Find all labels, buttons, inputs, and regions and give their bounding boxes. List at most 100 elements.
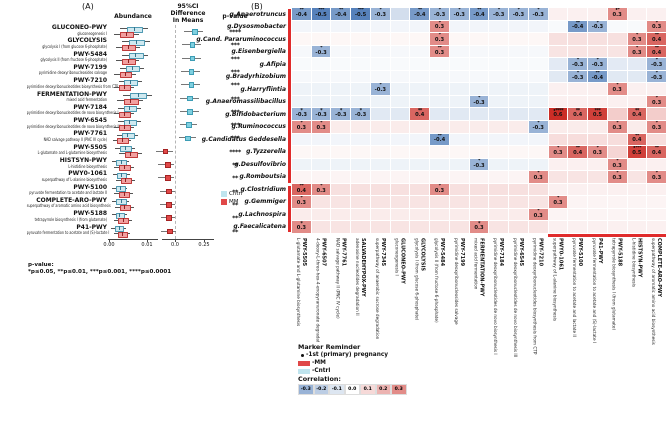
heatmap-cell	[311, 33, 331, 45]
column-pathway-desc: mixed acid fermentation	[473, 238, 479, 290]
heatmap-cell: * -0.3	[568, 70, 588, 83]
p-value-stars: **	[232, 200, 238, 209]
heatmap-cell	[627, 171, 647, 183]
abundance-boxplots	[109, 185, 157, 198]
heatmap-cell	[370, 196, 390, 208]
cntrl-median	[125, 146, 127, 151]
heatmap-cell	[469, 183, 489, 196]
heatmap-cell	[370, 70, 390, 83]
heatmap-cell	[647, 83, 666, 95]
abundance-boxplots	[109, 118, 157, 132]
heatmap-cell	[489, 33, 509, 45]
abundance-header: Abundance	[114, 13, 152, 20]
pathway-label: HISTSYN-PWY L-histidine biosynthesis	[0, 157, 107, 171]
heatmap-cell: * 0.3	[311, 183, 331, 196]
correlation-value: -0.4	[433, 137, 446, 144]
pathway-desc: pyrimidine deoxyribonucleosides salvage	[38, 71, 107, 77]
ci-header: 95%CI Difference In Means	[163, 3, 213, 24]
ci-plot	[160, 225, 216, 238]
significance-stars: *	[655, 171, 658, 177]
correlation-value: -0.4	[335, 11, 347, 18]
pathway-label: PWY-7210 pyrimidine deoxyribonucleotides …	[0, 78, 119, 91]
pathway-id: P41-PWY	[76, 223, 107, 231]
column-label-text: PWY0-1061 superpathway of L-alanine biosy…	[552, 238, 563, 321]
ci-marker	[185, 135, 191, 142]
heatmap-cell	[331, 183, 351, 196]
heatmap-cell: ** 0.4	[410, 108, 430, 120]
correlation-value: 0.4	[296, 187, 306, 194]
heatmap-cell	[607, 183, 627, 196]
heatmap-cell: ** 0.4	[292, 183, 311, 196]
significance-stars: **	[437, 133, 442, 139]
significance-stars: *	[300, 108, 303, 114]
heatmap-cell	[449, 146, 469, 158]
genus-label: g.Faecalicatena	[233, 223, 286, 231]
heatmap-cell	[449, 20, 469, 33]
abundance-tick-label-0: 0.00	[103, 242, 115, 248]
heatmap-cell: * 0.3	[430, 183, 449, 196]
abundance-boxplots	[109, 92, 157, 105]
heatmap-cell	[449, 171, 469, 183]
heatmap-cell	[370, 120, 390, 133]
pathway-id: PWY-6545	[73, 117, 107, 125]
pathway-id: PWY-5188	[73, 210, 107, 218]
heatmap-cell	[647, 158, 666, 171]
ci-header-line2: Difference	[170, 10, 206, 17]
heatmap-cell	[528, 196, 548, 208]
significance-stars: **	[575, 146, 580, 152]
column-pathway-desc: 4-deoxy-L-threo-hex-4-enopyranuronate de…	[315, 238, 321, 349]
correlation-value: 0.4	[573, 112, 583, 119]
heatmap-cell: * -0.3	[528, 120, 548, 133]
correlation-value: -0.4	[295, 11, 308, 18]
heatmap-cell	[430, 120, 449, 133]
heatmap-cell	[469, 133, 489, 146]
forest-row: PWY-7199 pyrimidine deoxyribonucleosides …	[0, 64, 292, 78]
p-value-stars: **	[232, 174, 238, 183]
pathway-desc: gluconeogenesis I	[77, 31, 107, 37]
p-value-stars: **	[232, 187, 238, 196]
heatmap-cell	[627, 70, 647, 83]
correlation-value: -0.3	[335, 112, 347, 119]
heatmap-cell	[331, 221, 351, 233]
heatmap-cell	[449, 158, 469, 171]
heatmap-cell	[292, 83, 311, 95]
heatmap-cell: * 0.3	[548, 196, 568, 208]
forest-row: GLYCOLYSIS glycolysis I (from glucose 6-p…	[0, 38, 292, 52]
heatmap-cell: *** 0.5	[588, 108, 607, 120]
significance-stars: *	[556, 146, 559, 152]
heatmap-cell	[568, 120, 588, 133]
pathway-label: PWY-6545 pyrimidine deoxyribonucleotides …	[0, 117, 121, 131]
heatmap-cell: * -0.3	[568, 58, 588, 70]
correlation-value: 0.3	[434, 36, 445, 43]
heatmap-cell	[390, 120, 410, 133]
heatmap-cell	[469, 108, 489, 120]
significance-stars: *	[556, 196, 559, 202]
p-value-stars: ***	[230, 41, 240, 50]
heatmap-cell	[607, 58, 627, 70]
heatmap-cell	[370, 45, 390, 58]
heatmap-cell	[311, 83, 331, 95]
heatmap-cell	[548, 33, 568, 45]
ci-plot	[160, 211, 216, 224]
heatmap-cell	[292, 70, 311, 83]
heatmap-cell	[647, 8, 666, 20]
pathway-label: COMPLETE-ARO-PWY superpathway of aromatic…	[0, 197, 111, 211]
heatmap-cell	[331, 146, 351, 158]
column-pathway-id: P41-PWY	[596, 238, 603, 264]
p-value-stars: **	[232, 161, 238, 169]
correlation-value: -0.3	[433, 11, 446, 18]
zero-reference-line	[175, 25, 176, 239]
correlation-value: -0.3	[532, 124, 544, 131]
mm-swatch	[298, 360, 310, 366]
heatmap-cell	[489, 58, 509, 70]
significance-stars: *	[320, 45, 323, 51]
heatmap-cell	[351, 146, 370, 158]
heatmap-cell	[607, 45, 627, 58]
heatmap-cell	[292, 45, 311, 58]
significance-stars: *	[379, 8, 382, 14]
heatmap-cell	[509, 58, 528, 70]
mm-median	[128, 45, 130, 50]
mm-median	[122, 218, 124, 223]
column-pathway-id: PWY-6507	[320, 238, 327, 267]
heatmap-cell	[627, 158, 647, 171]
